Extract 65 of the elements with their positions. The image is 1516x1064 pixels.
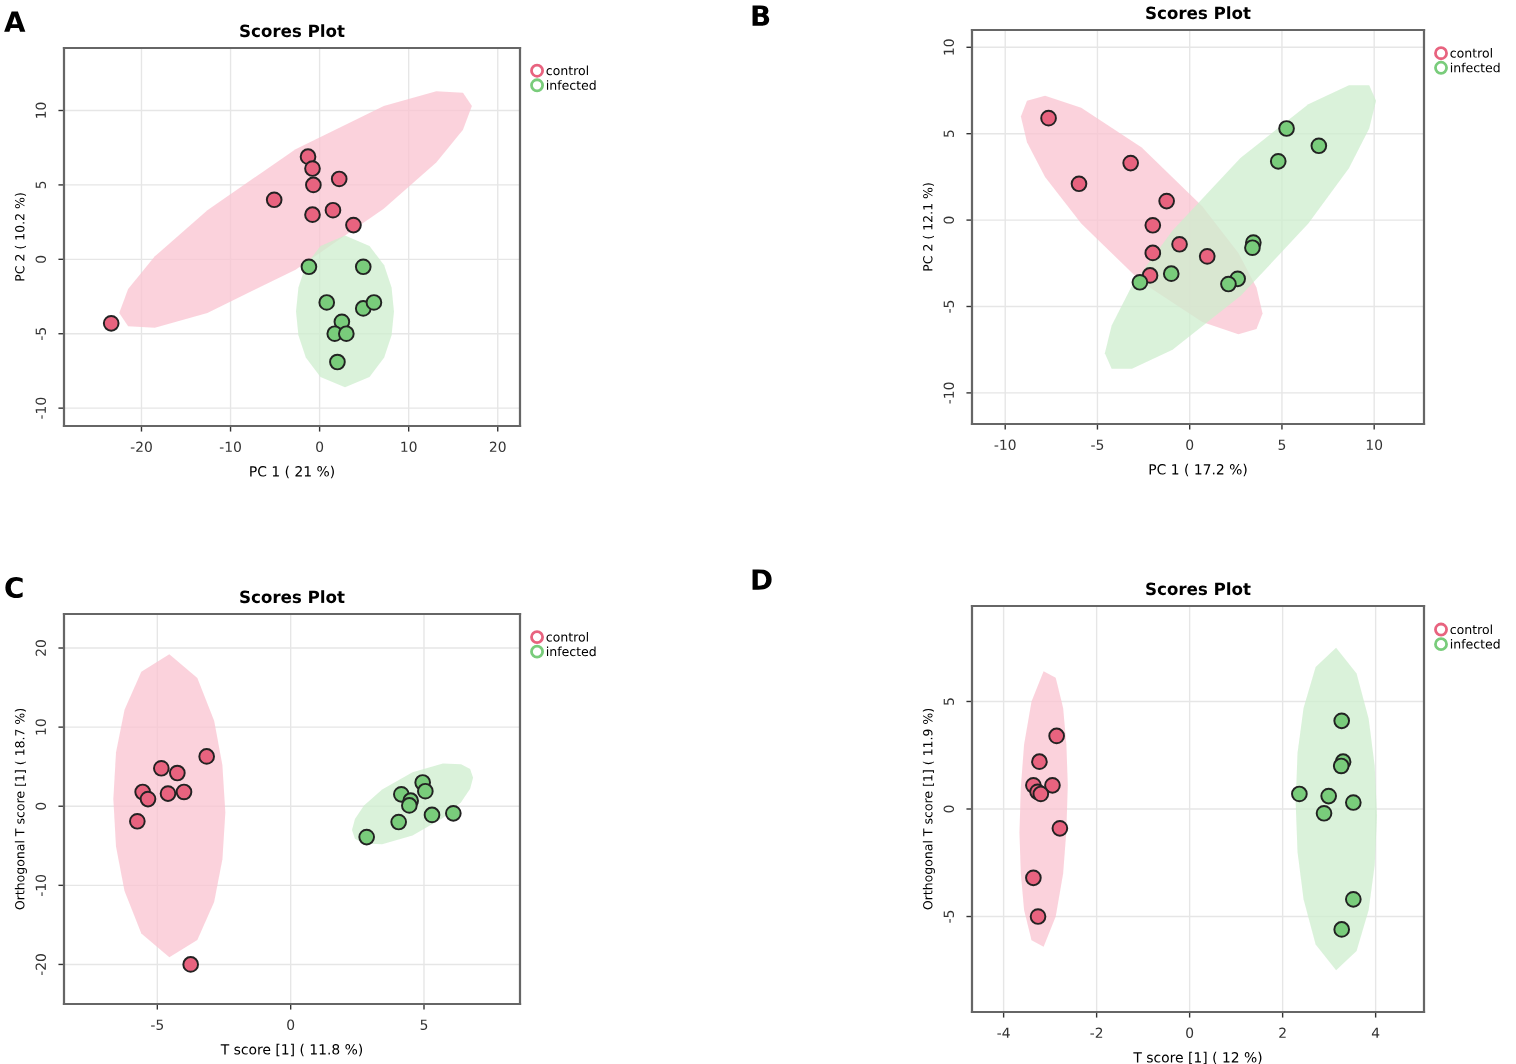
chart-title: Scores Plot: [240, 590, 345, 604]
point: [330, 170, 348, 188]
point: [417, 782, 434, 800]
point: [1310, 137, 1328, 155]
point: [1025, 869, 1042, 887]
point: [265, 191, 283, 209]
point: [318, 294, 336, 311]
point: [1320, 787, 1337, 805]
point: [1131, 273, 1149, 291]
point: [305, 176, 322, 194]
point: [390, 813, 407, 831]
point: [1031, 753, 1048, 771]
point: [1244, 239, 1261, 257]
point: [1333, 712, 1351, 730]
point: [1029, 908, 1047, 925]
point: [1345, 891, 1362, 908]
point: [365, 294, 383, 311]
point: [1291, 785, 1308, 803]
point: [329, 353, 346, 371]
chart-title: Scores Plot: [1146, 582, 1251, 596]
point: [1269, 153, 1287, 170]
point: [1332, 757, 1350, 775]
text: B: [752, 5, 770, 26]
point: [1070, 175, 1088, 193]
point: [169, 764, 186, 782]
chart-title: Scores Plot: [1146, 6, 1251, 20]
point: [1198, 248, 1216, 265]
text: A: [4, 11, 26, 32]
point: [445, 805, 462, 822]
point: [1220, 275, 1237, 293]
point: [1122, 154, 1139, 172]
point: [1333, 921, 1351, 938]
text: D: [752, 569, 772, 590]
point: [338, 325, 355, 343]
point: [129, 812, 146, 830]
point: [102, 314, 120, 332]
point: [198, 748, 215, 765]
point: [324, 201, 342, 219]
point: [358, 828, 375, 846]
point: [182, 956, 199, 973]
point: [1171, 235, 1188, 253]
point: [1051, 820, 1069, 837]
point: [175, 783, 193, 801]
point: [1162, 265, 1180, 282]
point: [401, 797, 418, 814]
point: [1044, 777, 1061, 794]
point: [1345, 794, 1362, 811]
point: [1040, 109, 1057, 127]
point: [345, 216, 362, 234]
text: C: [5, 577, 23, 599]
point: [1278, 120, 1295, 137]
point: [1144, 216, 1162, 234]
point: [1315, 804, 1333, 822]
point: [354, 258, 372, 276]
point: [304, 206, 321, 223]
point: [300, 258, 318, 276]
point: [159, 785, 177, 802]
point: [1048, 727, 1065, 745]
point: [1144, 244, 1162, 262]
point: [139, 790, 157, 808]
point: [304, 160, 321, 177]
point: [153, 759, 170, 777]
point: [1158, 192, 1175, 210]
chart-title: Scores Plot: [240, 24, 345, 38]
point: [423, 806, 441, 824]
